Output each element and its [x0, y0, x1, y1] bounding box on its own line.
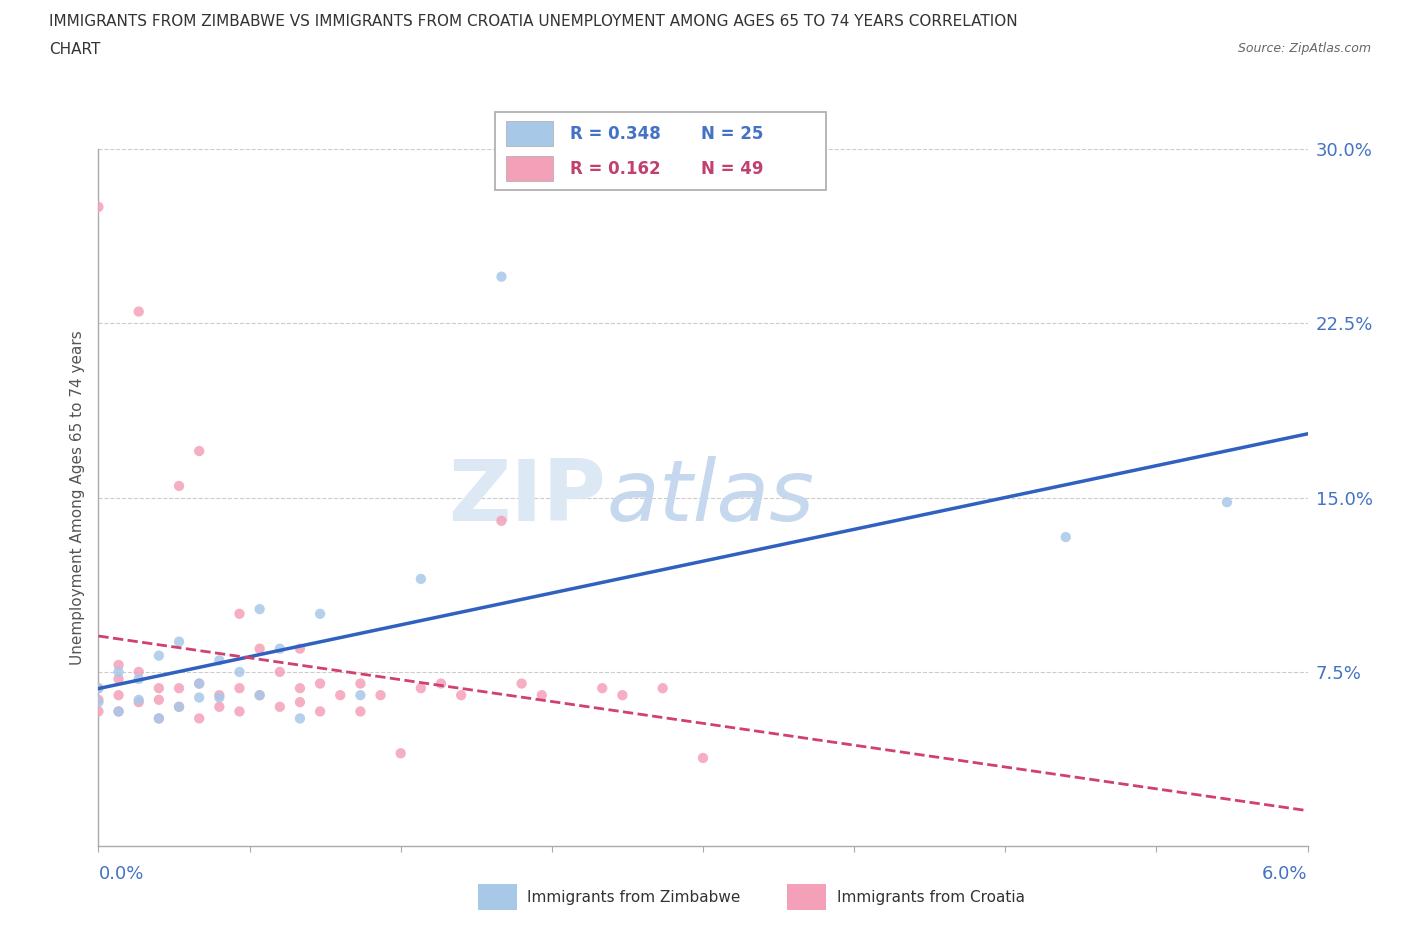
Point [288, 681, 311, 696]
Point [692, 751, 714, 765]
Point [107, 665, 129, 680]
Point [349, 676, 371, 691]
Point [188, 690, 211, 705]
Point [208, 699, 231, 714]
Point [249, 602, 271, 617]
Point [128, 304, 150, 319]
Point [288, 695, 311, 710]
Point [651, 681, 673, 696]
Point [167, 681, 190, 696]
Text: R = 0.162: R = 0.162 [569, 160, 661, 178]
Text: Source: ZipAtlas.com: Source: ZipAtlas.com [1237, 42, 1371, 55]
FancyBboxPatch shape [495, 113, 827, 190]
Point [87, 695, 110, 710]
Bar [506, 156, 553, 181]
Point [1216, 495, 1239, 510]
Point [107, 658, 129, 672]
Point [228, 704, 250, 719]
Point [167, 699, 190, 714]
Point [491, 513, 513, 528]
Point [228, 681, 250, 696]
Point [87, 681, 110, 696]
Point [612, 688, 634, 703]
Point [188, 444, 211, 458]
Point [409, 571, 432, 587]
Point [87, 200, 110, 215]
Text: Immigrants from Croatia: Immigrants from Croatia [837, 890, 1025, 905]
Point [148, 692, 170, 708]
Point [249, 642, 271, 657]
Text: N = 25: N = 25 [702, 125, 763, 142]
Text: atlas: atlas [606, 456, 814, 539]
Bar [506, 121, 553, 146]
Text: Immigrants from Zimbabwe: Immigrants from Zimbabwe [527, 890, 741, 905]
Point [249, 688, 271, 703]
Point [491, 270, 513, 285]
Point [349, 704, 371, 719]
Point [591, 681, 613, 696]
Point [510, 676, 533, 691]
Point [530, 688, 553, 703]
Point [148, 648, 170, 663]
Point [128, 692, 150, 708]
Point [87, 692, 110, 708]
Text: R = 0.348: R = 0.348 [569, 125, 661, 142]
Point [329, 688, 352, 703]
Point [269, 642, 291, 657]
Bar [478, 884, 517, 910]
Point [188, 676, 211, 691]
Point [87, 681, 110, 696]
Point [389, 746, 412, 761]
Point [309, 676, 332, 691]
Point [107, 704, 129, 719]
Point [1054, 530, 1077, 545]
Point [148, 711, 170, 726]
Text: 0.0%: 0.0% [98, 865, 143, 883]
Point [107, 671, 129, 686]
Y-axis label: Unemployment Among Ages 65 to 74 years: Unemployment Among Ages 65 to 74 years [69, 330, 84, 665]
Text: CHART: CHART [49, 42, 101, 57]
Point [208, 690, 231, 705]
Text: 6.0%: 6.0% [1263, 865, 1308, 883]
Point [430, 676, 453, 691]
Point [107, 704, 129, 719]
Point [288, 642, 311, 657]
Point [228, 606, 250, 621]
Point [188, 676, 211, 691]
Point [288, 711, 311, 726]
Point [269, 665, 291, 680]
Point [450, 688, 472, 703]
Point [128, 665, 150, 680]
Text: N = 49: N = 49 [702, 160, 763, 178]
Point [269, 699, 291, 714]
Point [309, 606, 332, 621]
Point [148, 711, 170, 726]
Point [167, 479, 190, 494]
Point [349, 688, 371, 703]
Point [228, 665, 250, 680]
Point [167, 634, 190, 649]
Point [188, 711, 211, 726]
Point [208, 653, 231, 668]
Text: IMMIGRANTS FROM ZIMBABWE VS IMMIGRANTS FROM CROATIA UNEMPLOYMENT AMONG AGES 65 T: IMMIGRANTS FROM ZIMBABWE VS IMMIGRANTS F… [49, 14, 1018, 29]
Point [128, 671, 150, 686]
Point [370, 688, 392, 703]
Point [208, 688, 231, 703]
Point [148, 681, 170, 696]
Bar [787, 884, 827, 910]
Point [128, 695, 150, 710]
Point [87, 704, 110, 719]
Point [249, 688, 271, 703]
Point [167, 699, 190, 714]
Point [409, 681, 432, 696]
Point [107, 688, 129, 703]
Text: ZIP: ZIP [449, 456, 606, 539]
Point [309, 704, 332, 719]
